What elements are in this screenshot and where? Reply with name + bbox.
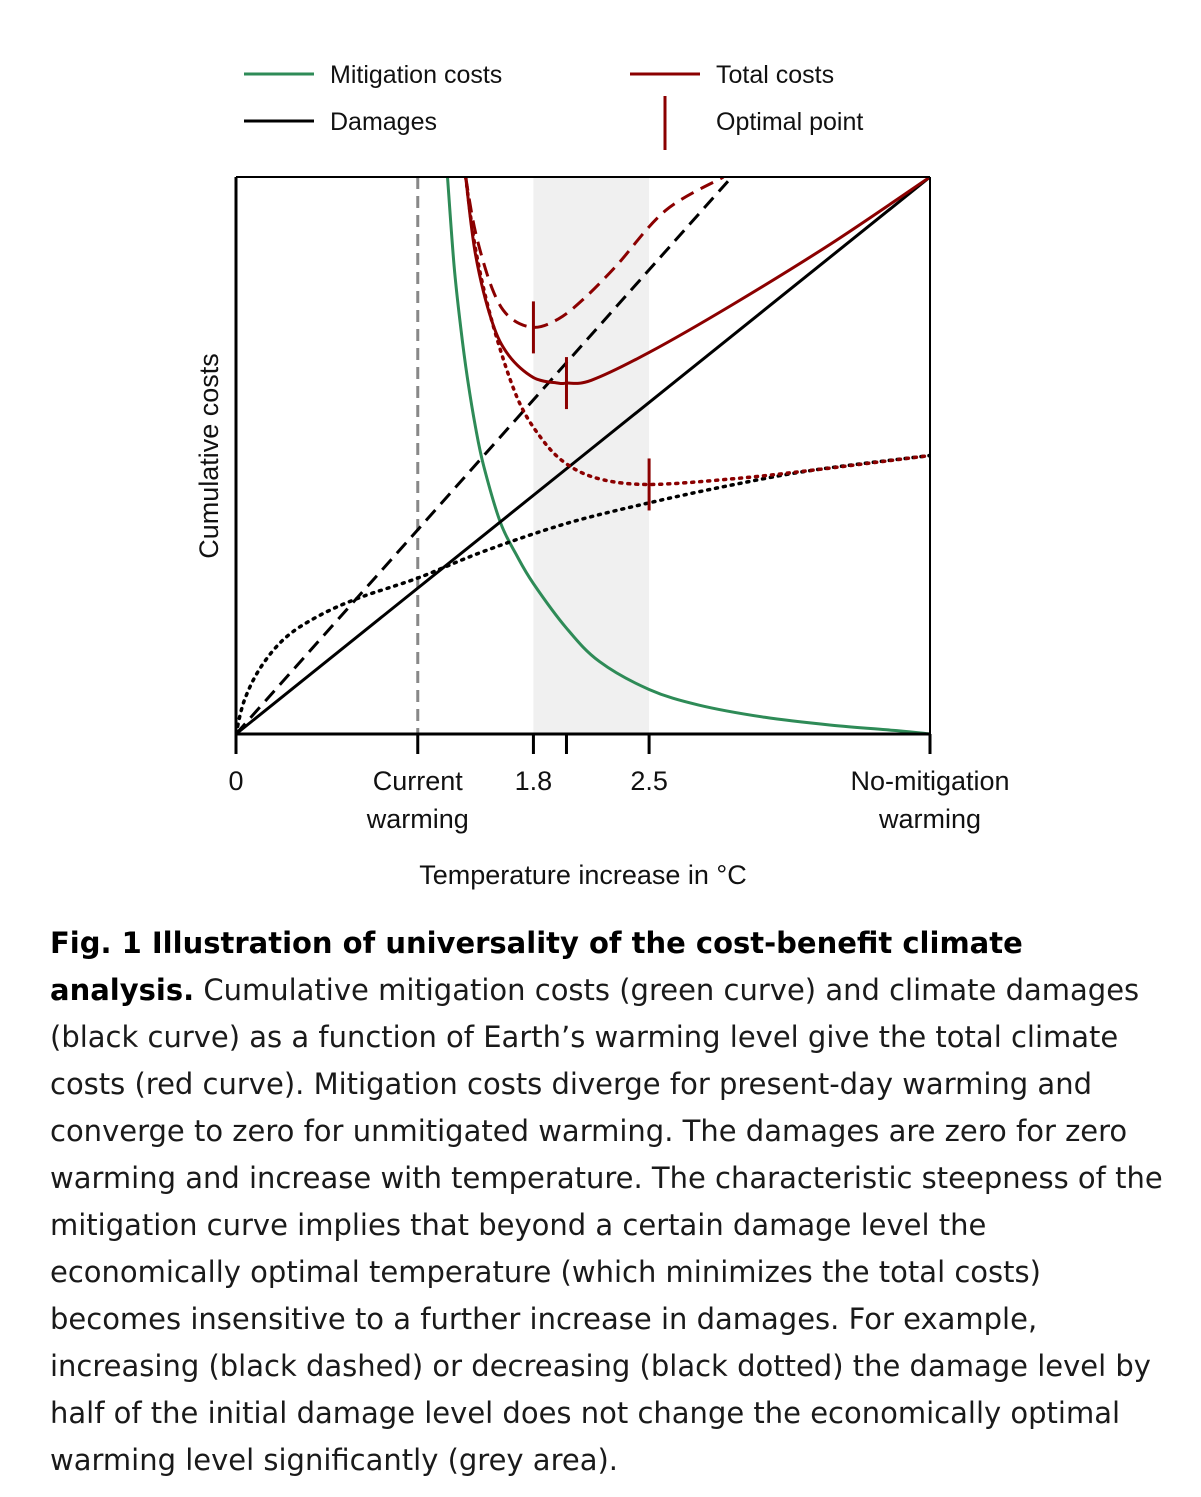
x-tick-label-4: 2.5 [630,766,668,796]
y-axis-title: Cumulative costs [194,353,224,559]
series-line-1-solid [236,177,930,734]
legend-label-optimal: Optimal point [716,108,863,136]
x-axis-title: Temperature increase in °C [419,860,746,890]
series-layer [236,177,930,734]
grey-band-layer [533,177,650,734]
x-ticks-layer: 0 Current warming 1.8 2.5 No-mitigation warmin… [228,734,1010,834]
caption-body: Cumulative mitigation costs (green curve… [50,973,1163,1477]
axes [234,176,931,736]
x-tick-label-1: Current warming [366,766,469,834]
legend-label-mitigation: Mitigation costs [330,61,502,89]
series-line-5-dashed [464,177,725,329]
caption-title: Fig. 1 Illustration of universality of t… [50,926,1023,1007]
x-tick-label-2: 1.8 [515,766,553,796]
series-line-6-dotted [463,177,930,487]
series-line-2-dashed [236,177,733,734]
legend-label-total: Total costs [716,61,834,89]
optimal-markers-layer [531,301,651,511]
series-line-3-dotted [236,453,930,734]
legend-label-damages: Damages [330,108,437,136]
x-tick-label-0: 0 [228,766,243,796]
legend: Mitigation costs Damages Total costs Opt… [244,61,863,150]
series-line-0-solid [446,177,930,734]
grey-band [533,177,650,734]
figure-caption: Fig. 1 Illustration of universality of t… [50,920,1175,1484]
chart: Mitigation costs Damages Total costs Opt… [194,61,1010,890]
x-tick-label-5: No-mitigation warming [850,766,1009,834]
